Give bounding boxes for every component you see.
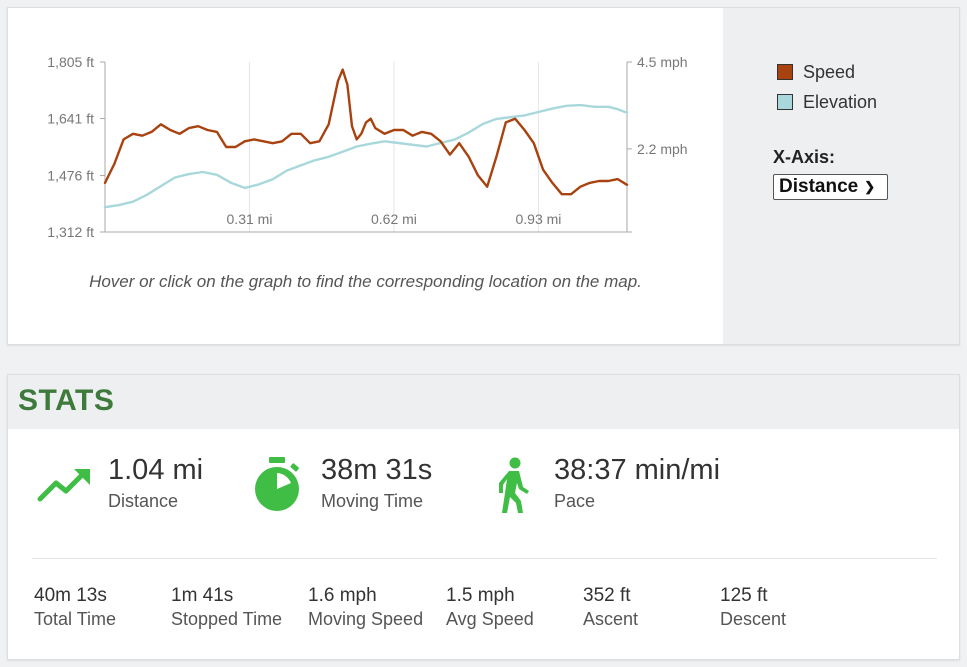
- legend-item-elevation[interactable]: Elevation: [777, 91, 877, 113]
- x-tick-label: 0.93 mi: [515, 211, 561, 227]
- chart-area[interactable]: 0.31 mi 0.62 mi 0.93 mi 1,805 ft 1,641 ft 1,4…: [8, 8, 723, 344]
- stat-moving-time: 38m 31s Moving Time: [321, 453, 432, 512]
- stat-pace-value: 38:37 min/mi: [554, 454, 721, 486]
- stat-descent-value: 125 ft: [720, 585, 768, 606]
- y-left-tick-label: 1,805 ft: [47, 54, 94, 70]
- stat-stopped-time-value: 1m 41s: [171, 585, 234, 606]
- stat-total-time: 40m 13s Total Time: [34, 585, 116, 630]
- stat-pace: 38:37 min/mi Pace: [554, 453, 720, 512]
- series-line-elevation: [103, 103, 629, 209]
- stat-avg-speed: 1.5 mph Avg Speed: [446, 585, 534, 630]
- stat-moving-speed-value: 1.6 mph: [308, 585, 377, 606]
- x-axis-selected-value: Distance: [779, 176, 859, 197]
- legend-label-elevation: Elevation: [803, 91, 878, 112]
- stat-ascent-value: 352 ft: [583, 585, 631, 606]
- y-left-tick-label: 1,312 ft: [47, 224, 94, 240]
- stat-pace-label: Pace: [554, 491, 596, 511]
- x-tick-label: 0.62 mi: [371, 211, 417, 227]
- chart-sidebar: Speed Elevation X-Axis: Distance ❯: [723, 8, 959, 344]
- stats-title: STATS: [18, 384, 115, 417]
- legend-label-speed: Speed: [803, 61, 856, 82]
- stat-moving-speed: 1.6 mph Moving Speed: [308, 585, 423, 630]
- trending-up-icon: [36, 467, 92, 510]
- y-left-tick-label: 1,476 ft: [47, 167, 94, 183]
- stat-distance-label: Distance: [108, 491, 179, 511]
- elevation-speed-chart[interactable]: 0.31 mi 0.62 mi 0.93 mi 1,805 ft 1,641 ft 1,4…: [8, 8, 723, 268]
- stat-moving-time-value: 38m 31s: [321, 454, 433, 486]
- legend-swatch-speed: [777, 64, 793, 80]
- chevron-down-icon: ❯: [864, 179, 876, 194]
- x-tick-label: 0.31 mi: [227, 211, 273, 227]
- legend-swatch-elevation: [777, 94, 793, 110]
- stat-descent: 125 ft Descent: [720, 585, 786, 630]
- stat-distance-value: 1.04 mi: [108, 454, 204, 486]
- walking-person-icon: [493, 457, 533, 520]
- stat-stopped-time-label: Stopped Time: [171, 609, 283, 629]
- stat-ascent-label: Ascent: [583, 609, 639, 629]
- stat-avg-speed-label: Avg Speed: [446, 609, 534, 629]
- stats-divider: [32, 558, 937, 559]
- series-line-speed: [103, 68, 629, 196]
- stat-moving-time-label: Moving Time: [321, 491, 424, 511]
- stats-header: STATS: [8, 375, 959, 429]
- stat-avg-speed-value: 1.5 mph: [446, 585, 515, 606]
- stat-descent-label: Descent: [720, 609, 787, 629]
- y-left-tick-label: 1,641 ft: [47, 111, 94, 127]
- stat-distance: 1.04 mi Distance: [108, 453, 203, 512]
- stat-total-time-label: Total Time: [34, 609, 117, 629]
- chart-hint: Hover or click on the graph to find the …: [89, 272, 642, 291]
- stat-moving-speed-label: Moving Speed: [308, 609, 424, 629]
- x-axis-select[interactable]: Distance ❯: [773, 174, 888, 200]
- stats-card: STATS 1.04 mi Distance 38m 31s Moving Ti…: [7, 374, 960, 660]
- y-right-tick-label: 2.2 mph: [637, 141, 688, 157]
- y-right-tick-label: 4.5 mph: [637, 54, 688, 70]
- chart-card: 0.31 mi 0.62 mi 0.93 mi 1,805 ft 1,641 ft 1,4…: [7, 7, 960, 345]
- stat-ascent: 352 ft Ascent: [583, 585, 638, 630]
- stat-total-time-value: 40m 13s: [34, 585, 107, 606]
- stopwatch-icon: [251, 457, 303, 518]
- x-axis-label: X-Axis:: [773, 147, 836, 167]
- legend-item-speed[interactable]: Speed: [777, 61, 855, 83]
- stat-stopped-time: 1m 41s Stopped Time: [171, 585, 282, 630]
